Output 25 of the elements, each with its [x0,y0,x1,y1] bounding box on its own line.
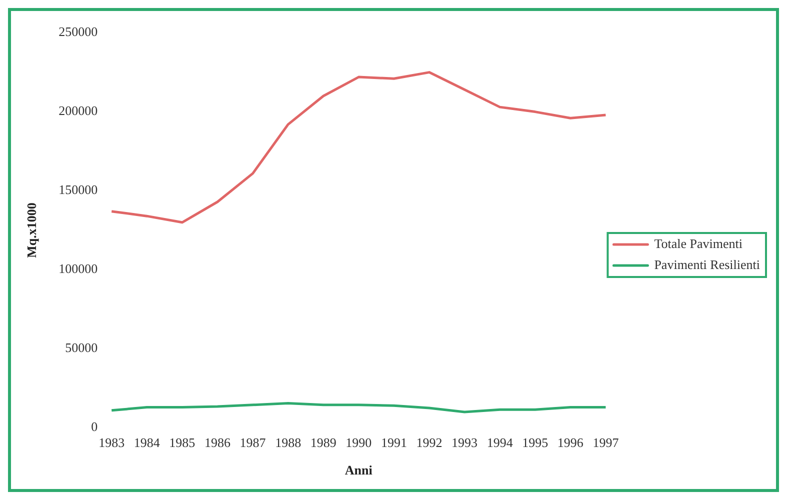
x-axis-title: Anni [344,462,373,478]
x-tick-label: 1987 [240,435,266,450]
x-tick-label: 1983 [98,435,125,450]
x-tick-label: 1991 [380,435,407,450]
y-tick-label: 150000 [58,182,98,198]
x-tick-label: 1996 [557,435,584,450]
x-tick-label: 1992 [416,435,442,450]
x-tick-label: 1990 [346,435,372,450]
y-tick-label: 50000 [65,340,98,356]
legend-label: Totale Pavimenti [654,236,743,251]
x-tick-label: 1985 [169,435,196,450]
x-tick-label: 1995 [522,435,548,450]
x-tick-label: 1989 [310,435,336,450]
y-tick-label: 250000 [58,24,98,40]
x-tick-label: 1994 [486,435,514,450]
y-tick-label: 100000 [58,261,98,276]
x-tick-label: 1993 [452,435,478,450]
y-tick-label: 200000 [58,103,98,118]
x-tick-label: 1984 [134,435,160,450]
x-tick-label: 1997 [592,435,620,450]
y-axis-title: Mq.x1000 [24,202,40,258]
x-tick-label: 1986 [204,435,231,450]
x-tick-label: 1988 [275,435,302,450]
y-tick-label: 0 [91,419,98,434]
legend-label: Pavimenti Resilienti [654,256,760,272]
